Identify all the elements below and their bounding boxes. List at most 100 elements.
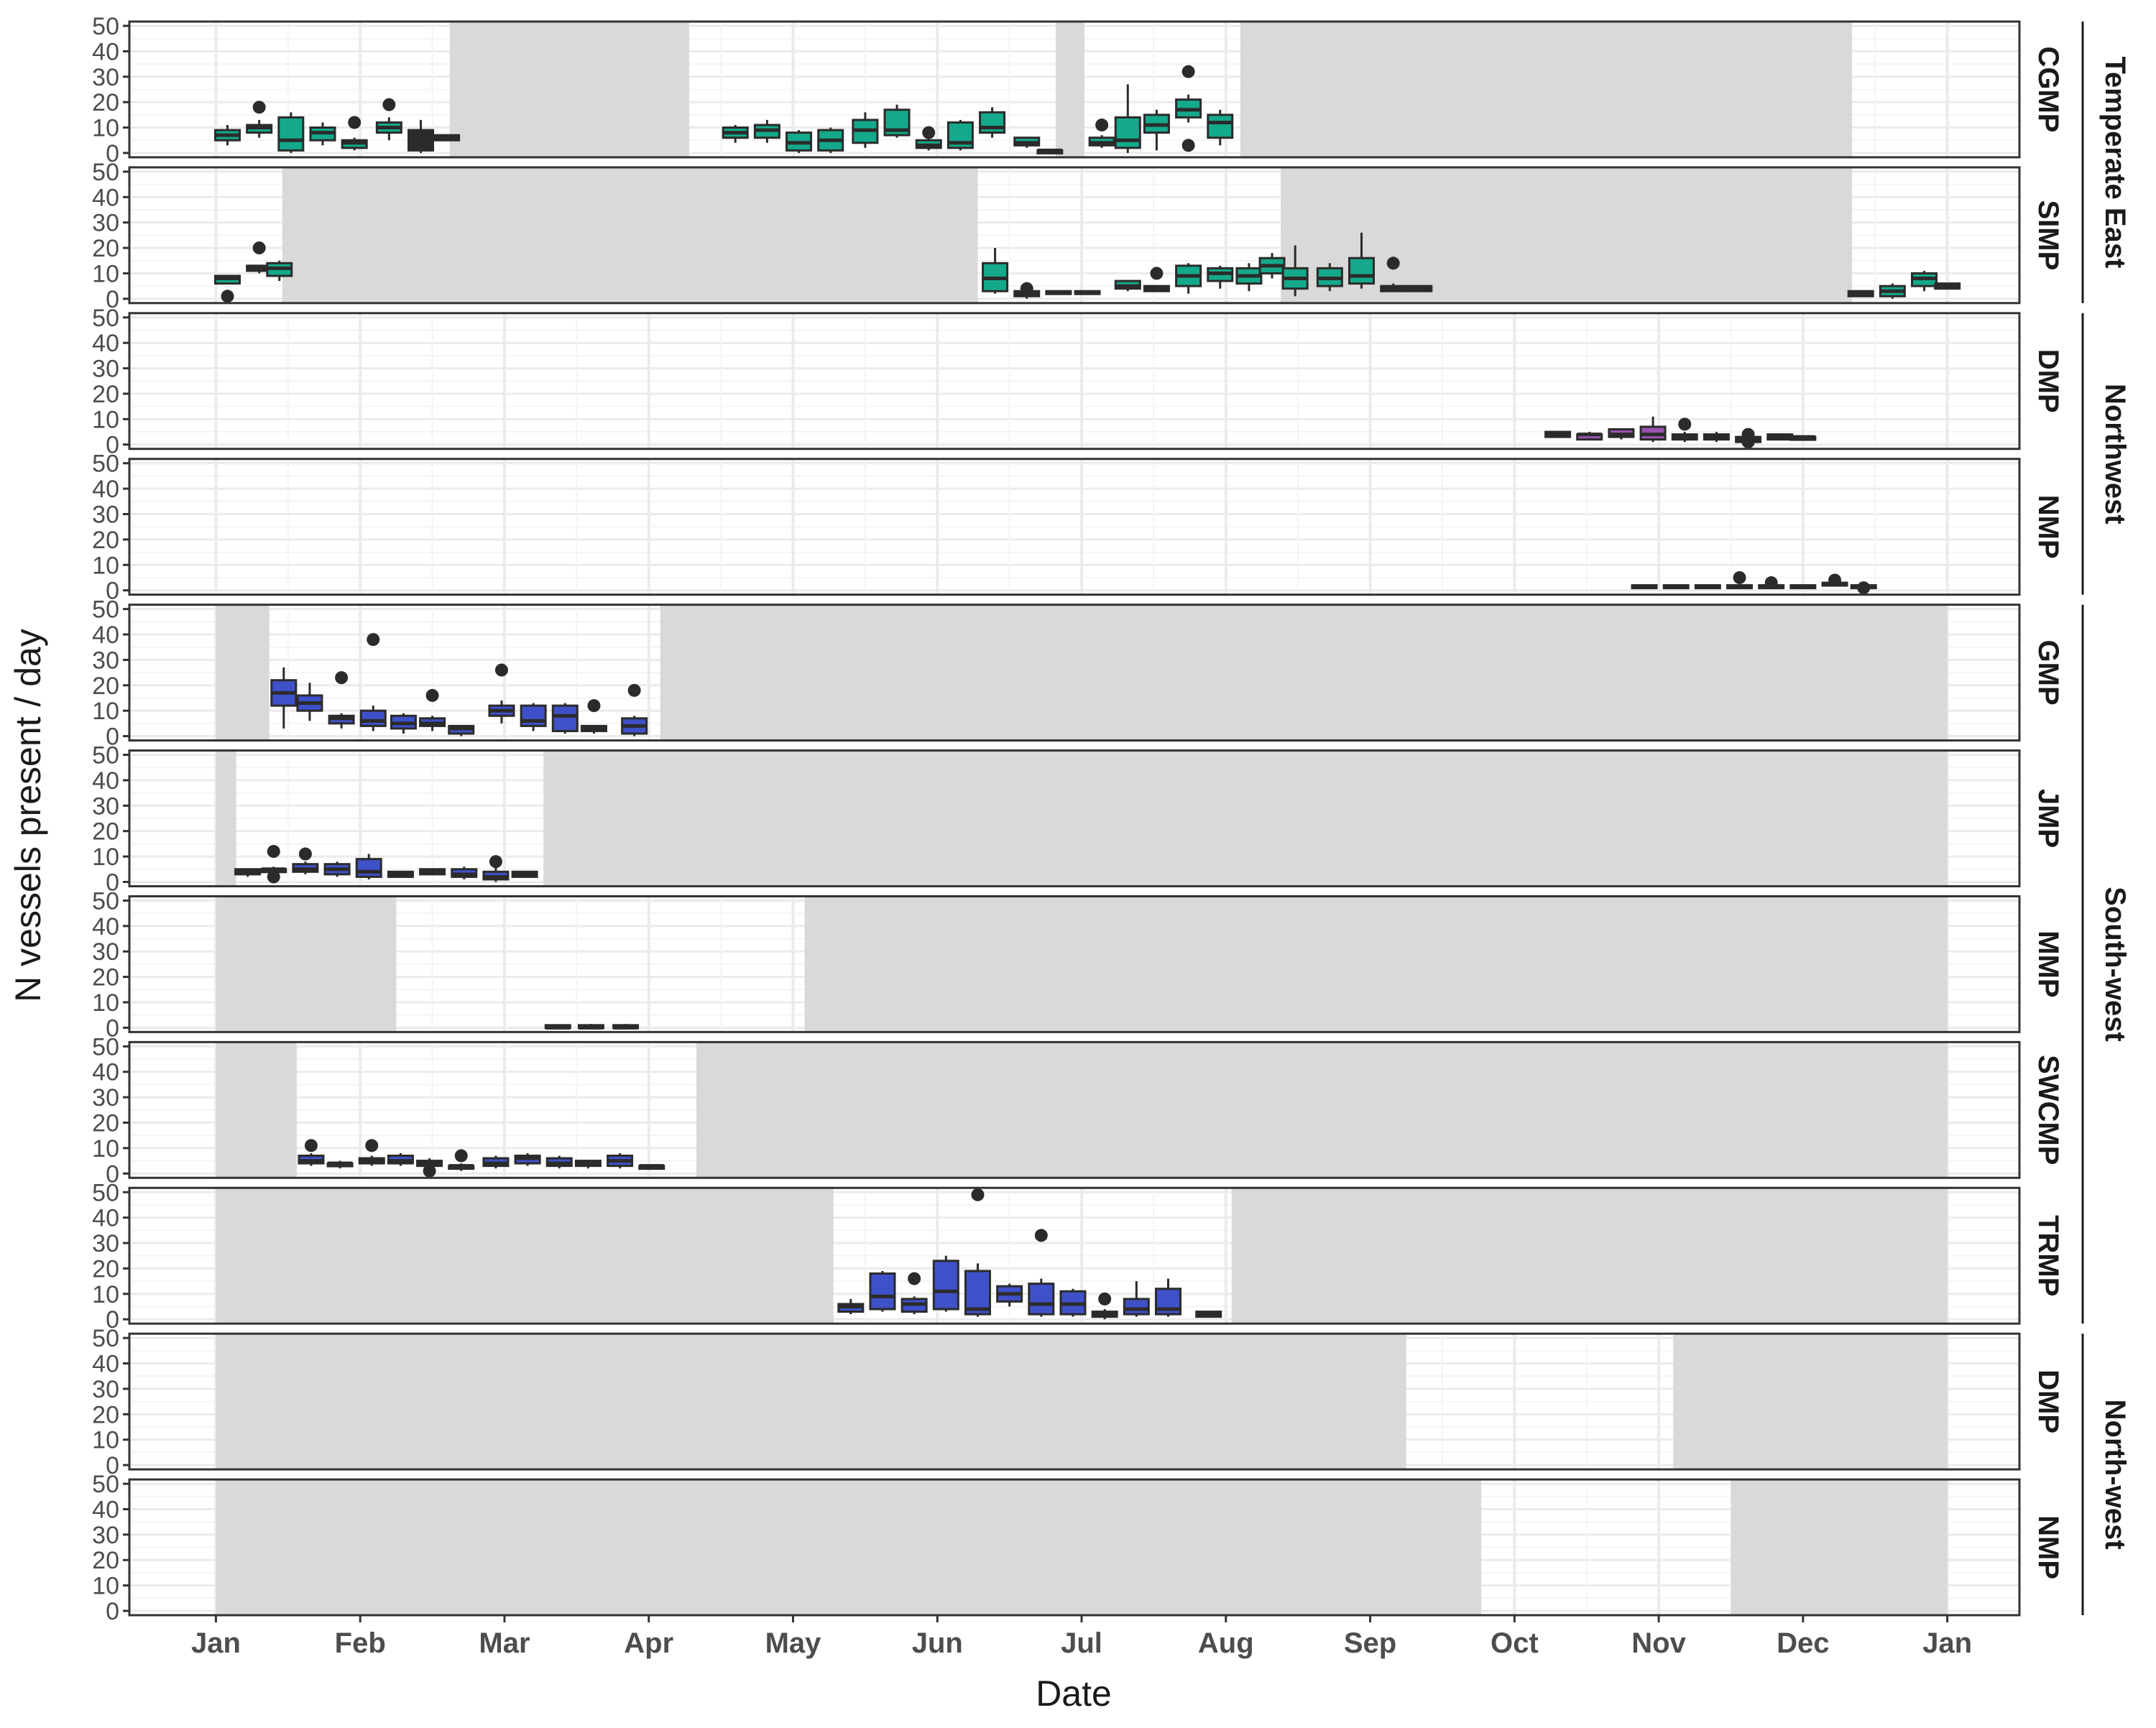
box — [1074, 290, 1101, 295]
box-outlier — [367, 633, 380, 647]
box — [852, 112, 879, 148]
x-axis-title: Date — [1036, 1673, 1112, 1714]
panel-label: NMP — [2032, 495, 2064, 559]
box-outlier — [298, 847, 312, 861]
x-tick-label: Jul — [1061, 1627, 1102, 1659]
box — [514, 1152, 541, 1166]
panel-label: TRMP — [2032, 1215, 2064, 1296]
y-tick-label: 10 — [92, 406, 119, 433]
box — [996, 1283, 1023, 1307]
box — [328, 671, 355, 729]
box — [326, 1160, 354, 1169]
panel-label: GMP — [2032, 640, 2064, 706]
box — [1348, 232, 1376, 289]
y-tick-label: 20 — [92, 1401, 119, 1428]
y-tick-label: 30 — [92, 501, 119, 528]
box-iqr — [979, 111, 1006, 134]
box — [946, 119, 974, 151]
y-tick-label: 30 — [92, 793, 119, 820]
y-tick-label: 10 — [92, 115, 119, 142]
box — [1059, 1288, 1087, 1317]
y-tick-label: 20 — [92, 818, 119, 846]
x-tick-label: Jan — [191, 1627, 241, 1659]
y-tick-label: 40 — [92, 38, 119, 65]
box — [1114, 279, 1141, 292]
box — [309, 122, 336, 146]
box-outlier — [494, 663, 508, 677]
box — [292, 847, 319, 874]
box — [722, 124, 749, 143]
box — [451, 867, 478, 879]
box — [786, 130, 813, 153]
y-tick-label: 0 — [106, 140, 119, 167]
shaded-region — [216, 750, 236, 887]
box — [1013, 137, 1041, 148]
shaded-region — [216, 1188, 834, 1324]
box-outlier — [1098, 1292, 1112, 1306]
box-iqr — [355, 858, 382, 878]
box — [1207, 265, 1234, 289]
box — [511, 870, 538, 878]
y-tick-label: 50 — [92, 1033, 119, 1061]
box-outlier — [627, 683, 641, 697]
y-tick-label: 50 — [92, 742, 119, 770]
y-tick-label: 40 — [92, 1059, 119, 1086]
box-outlier — [1181, 65, 1195, 78]
box — [1879, 283, 1906, 299]
box-outlier — [1764, 576, 1778, 590]
box — [1694, 584, 1721, 590]
shaded-region — [696, 1042, 1948, 1178]
panel-label: CGMP — [2032, 46, 2064, 132]
box — [1175, 263, 1202, 294]
box-outlier — [1181, 139, 1195, 152]
box — [520, 703, 547, 731]
y-tick-label: 0 — [106, 724, 119, 751]
box — [837, 1298, 865, 1315]
box — [482, 855, 510, 882]
x-tick-label: Oct — [1491, 1627, 1539, 1659]
box-iqr — [1207, 114, 1234, 139]
box — [1045, 290, 1072, 295]
box — [266, 260, 293, 282]
box — [1406, 285, 1433, 292]
box — [621, 683, 648, 736]
box — [1544, 430, 1572, 438]
box-outlier — [1386, 257, 1400, 270]
panel-label: DMP — [2032, 1369, 2064, 1433]
box — [1114, 84, 1141, 153]
x-tick-label: Jan — [1922, 1627, 1972, 1659]
box-iqr — [277, 116, 305, 152]
box — [1821, 573, 1848, 587]
box — [1154, 1278, 1181, 1317]
y-tick-label: 0 — [106, 1015, 119, 1042]
box — [1195, 1311, 1222, 1318]
y-tick-label: 30 — [92, 1084, 119, 1112]
box-outlier — [587, 699, 601, 713]
box-iqr — [1028, 1283, 1055, 1316]
y-tick-label: 20 — [92, 527, 119, 554]
box-outlier — [1828, 573, 1842, 587]
y-tick-label: 10 — [92, 1135, 119, 1163]
box-iqr — [932, 1260, 959, 1311]
box — [214, 124, 241, 146]
panel-label: MMP — [2032, 930, 2064, 997]
y-tick-label: 30 — [92, 356, 119, 383]
box-outlier — [1020, 282, 1033, 295]
box — [1235, 263, 1263, 292]
box — [1608, 428, 1635, 440]
box — [1316, 263, 1343, 292]
box — [1088, 118, 1115, 148]
box-outlier — [971, 1188, 985, 1201]
box — [964, 1188, 991, 1317]
box — [1850, 581, 1877, 595]
box-outlier — [1741, 435, 1755, 449]
shaded-region — [216, 604, 270, 741]
box-iqr — [1123, 1298, 1150, 1316]
box — [448, 1149, 475, 1171]
box — [612, 1024, 640, 1030]
region-label: North-west — [2099, 1400, 2131, 1550]
